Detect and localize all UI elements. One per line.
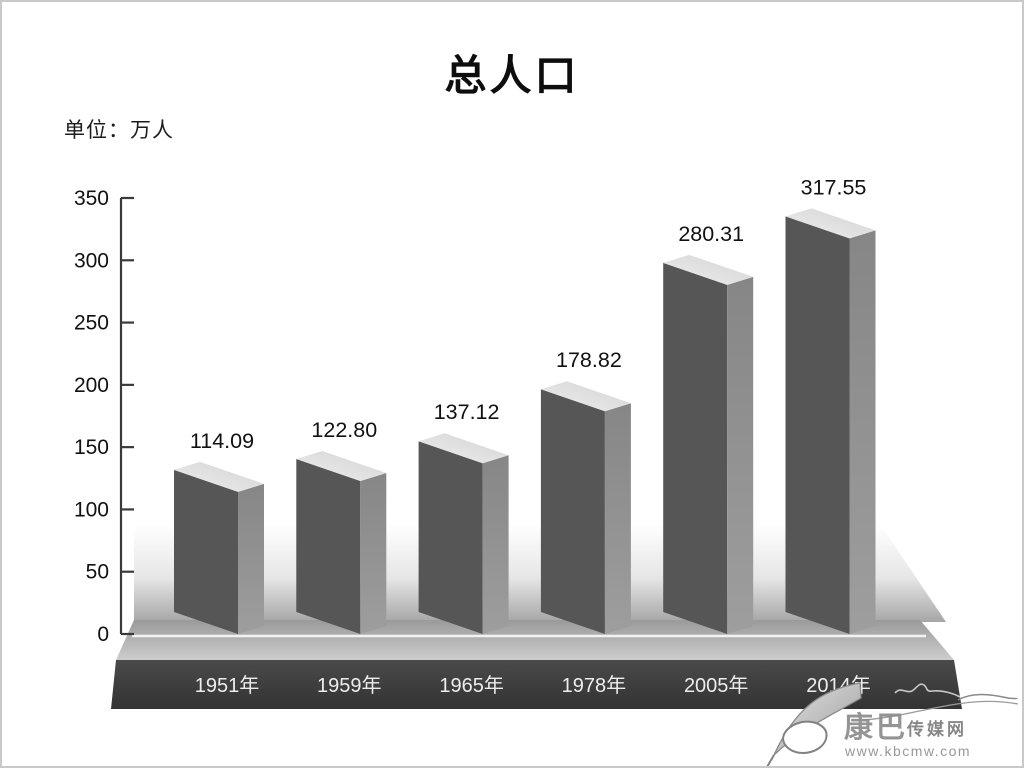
y-tick-label: 200 bbox=[74, 374, 109, 397]
bar-top bbox=[785, 208, 876, 239]
bar-top bbox=[296, 451, 387, 482]
y-tick-label: 0 bbox=[97, 623, 109, 646]
x-category-label: 1959年 bbox=[317, 674, 382, 697]
y-tick-label: 350 bbox=[74, 187, 109, 210]
chart-title: 总人口 bbox=[444, 52, 580, 99]
bar-front bbox=[785, 216, 850, 634]
bar-front bbox=[296, 459, 361, 634]
bar-front bbox=[663, 262, 728, 634]
platform-front bbox=[111, 660, 962, 709]
bar-side bbox=[360, 473, 387, 634]
bar-value-label: 137.12 bbox=[434, 400, 500, 424]
watermark-brand-main: 康巴 bbox=[844, 710, 908, 744]
y-tick-label: 250 bbox=[74, 312, 109, 335]
bar-side bbox=[238, 483, 264, 634]
bar-top bbox=[174, 461, 264, 492]
unit-label: 单位：万人 bbox=[64, 119, 174, 142]
bar-front bbox=[174, 469, 238, 634]
x-category-label: 2005年 bbox=[684, 674, 749, 697]
bar-value-label: 317.55 bbox=[801, 175, 867, 199]
kbcmw-logo-swoosh-icon bbox=[766, 682, 862, 766]
bar-value-label: 280.31 bbox=[678, 222, 744, 246]
bar-side bbox=[849, 230, 876, 634]
y-tick-label: 150 bbox=[74, 436, 109, 459]
bar-top bbox=[540, 381, 631, 412]
bar-side bbox=[604, 403, 631, 634]
bar-value-label: 178.82 bbox=[556, 348, 622, 372]
bar-top bbox=[418, 433, 509, 464]
bar-top bbox=[663, 254, 754, 285]
platform-top bbox=[116, 620, 954, 660]
signature-squiggle-light bbox=[894, 683, 961, 698]
x-category-label: 1978年 bbox=[562, 674, 627, 697]
watermark-brand-suffix: 传媒网 bbox=[906, 719, 967, 739]
signature-underline bbox=[863, 700, 1019, 721]
x-category-label: 1965年 bbox=[439, 674, 504, 697]
bar-front bbox=[540, 389, 605, 634]
x-category-label: 1951年 bbox=[195, 674, 260, 697]
y-tick-label: 100 bbox=[74, 498, 109, 521]
bar-side bbox=[727, 276, 754, 634]
bar-value-label: 122.80 bbox=[311, 418, 377, 442]
y-tick-label: 50 bbox=[86, 561, 109, 584]
y-tick-label: 300 bbox=[74, 249, 109, 272]
watermark-url: www.kbcmw.com bbox=[844, 743, 971, 759]
bar-side bbox=[482, 455, 509, 634]
bar-value-label: 114.09 bbox=[190, 429, 254, 453]
bar-front bbox=[418, 441, 483, 634]
signature-squiggle-dark bbox=[957, 693, 1018, 701]
